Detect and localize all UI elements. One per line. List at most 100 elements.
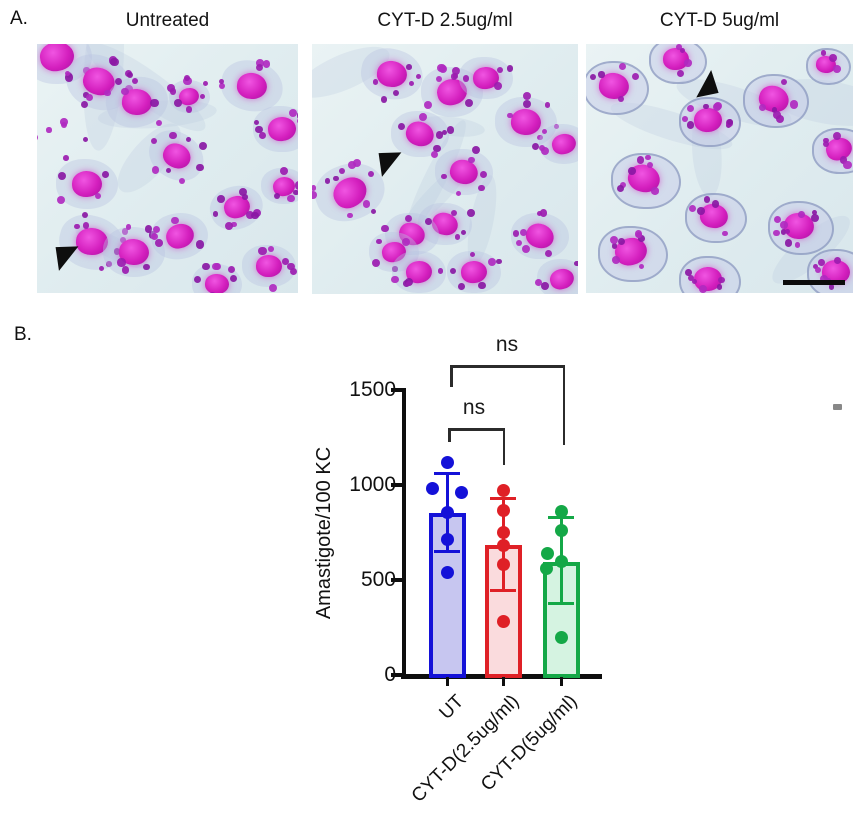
y-axis-tick: [391, 483, 403, 487]
amastigote-dot: [415, 73, 421, 80]
data-point: [496, 615, 510, 629]
amastigote-dot: [238, 187, 247, 196]
amastigote-dot: [287, 263, 295, 271]
amastigote-dot: [541, 129, 547, 134]
y-axis-tick: [391, 388, 403, 392]
amastigote-dot: [553, 123, 560, 130]
amastigote-dot: [539, 209, 547, 217]
amastigote-dot: [698, 285, 707, 293]
amastigote-dot: [460, 230, 466, 236]
amastigote-dot: [512, 229, 520, 237]
amastigote-dot: [425, 217, 433, 225]
amastigote-dot: [436, 75, 443, 82]
amastigote-dot: [637, 235, 645, 243]
amastigote-dot: [37, 134, 39, 142]
sig-bracket-top: [450, 365, 565, 368]
data-point: [496, 503, 510, 517]
amastigote-dot: [150, 232, 158, 241]
amastigote-dot: [352, 158, 361, 167]
amastigote-dot: [812, 263, 819, 270]
amastigote-dot: [348, 161, 357, 170]
amastigote-dot: [255, 59, 264, 68]
amastigote-dot: [820, 50, 827, 56]
micrograph-cytd-2-5: [312, 44, 578, 294]
amastigote-dot: [224, 222, 233, 231]
y-axis-tick-label: 0: [384, 663, 396, 686]
amastigote-dot: [295, 181, 298, 190]
amastigote-dot: [759, 104, 767, 112]
amastigote-dot: [333, 175, 339, 182]
amastigote-dot: [117, 258, 126, 267]
amastigote-dot: [64, 71, 70, 77]
amastigote-dot: [784, 228, 790, 235]
amastigote-dot: [840, 156, 848, 164]
amastigote-dot: [544, 102, 550, 108]
amastigote-dot: [441, 129, 448, 136]
amastigote-dot: [712, 200, 720, 208]
amastigote-dot: [773, 110, 782, 119]
amastigote-dot: [441, 173, 447, 180]
amastigote-dot: [544, 249, 552, 257]
amastigote-dot: [496, 259, 502, 265]
y-axis-title: Amastigote/100 KC: [313, 446, 335, 620]
amastigote-dot: [167, 83, 176, 92]
amastigote-dot: [828, 284, 835, 290]
amastigote-dot: [230, 275, 238, 283]
amastigote-dot: [798, 210, 805, 218]
amastigote-dot: [686, 121, 695, 129]
amastigote-dot: [540, 147, 549, 156]
amastigote-dot: [57, 196, 66, 205]
amastigote-dot: [697, 207, 706, 216]
amastigote-dot: [689, 204, 697, 212]
data-point: [496, 557, 510, 571]
data-point: [554, 555, 568, 569]
data-point: [440, 455, 454, 469]
amastigote-dot: [58, 172, 67, 181]
amastigote-dot: [531, 142, 539, 150]
amastigote-dot: [213, 262, 221, 270]
amastigote-dot: [496, 67, 504, 74]
amastigote-dot: [645, 154, 651, 161]
significance-label: ns: [462, 396, 486, 419]
amastigote-dot: [65, 73, 74, 82]
y-axis-tick-label: 1000: [349, 473, 396, 496]
amastigote-dot: [397, 122, 406, 131]
amastigote-dot: [371, 208, 377, 214]
amastigote-dot: [447, 126, 455, 134]
amastigote-dot: [151, 166, 160, 174]
amastigote-dot: [155, 238, 164, 247]
data-point: [554, 523, 568, 537]
amastigote-dot: [686, 105, 694, 113]
y-axis-line: [402, 388, 406, 679]
amastigote-dot: [598, 71, 605, 78]
y-axis-tick-label: 1500: [349, 378, 396, 401]
amastigote-dot: [406, 64, 412, 70]
amastigote-dot: [380, 96, 387, 103]
x-axis-tick: [445, 677, 449, 686]
panel-a-label: A.: [10, 8, 28, 29]
amastigote-dot: [150, 98, 159, 107]
panel-a-title-cytd-5: CYT-D 5ug/ml: [659, 10, 780, 31]
amastigote-dot: [521, 244, 531, 254]
amastigote-dot: [785, 239, 793, 247]
amastigote-dot: [287, 194, 295, 202]
amastigote-dot: [646, 162, 654, 169]
amastigote-dot: [381, 224, 389, 233]
amastigote-dot: [113, 248, 121, 255]
amastigote-dot: [115, 78, 123, 86]
amastigote-dot: [288, 108, 298, 118]
amastigote-dot: [219, 79, 225, 85]
data-point: [440, 565, 454, 579]
amastigote-dot: [312, 191, 317, 199]
amastigote-dot: [691, 279, 697, 285]
amastigote-dot: [618, 63, 627, 71]
amastigote-dot: [775, 114, 784, 124]
amastigote-dot: [390, 275, 399, 284]
x-axis-tick: [559, 677, 563, 686]
amastigote-dot: [843, 160, 852, 170]
amastigote-dot: [687, 275, 695, 282]
amastigote-dot: [144, 225, 153, 233]
amastigote-dot: [262, 59, 271, 68]
amastigote-dot: [60, 118, 68, 126]
amastigote-dot: [722, 230, 728, 237]
